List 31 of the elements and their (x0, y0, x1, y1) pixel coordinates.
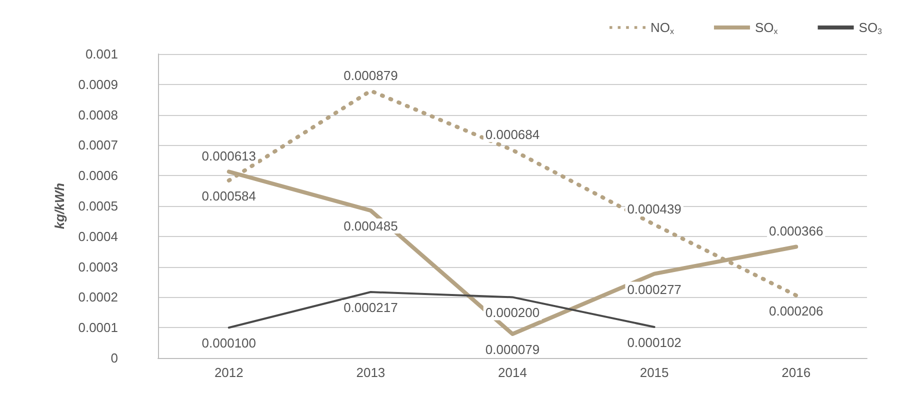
x-tick-label: 2014 (498, 365, 527, 380)
data-label: 0.000584 (202, 188, 256, 204)
data-label: 0.000100 (202, 336, 256, 351)
data-label: 0.000206 (768, 303, 824, 318)
y-tick-label: 0.0001 (78, 320, 118, 336)
y-tick-label: 0.0002 (78, 290, 118, 305)
data-label: 0.000102 (627, 334, 682, 350)
data-label: 0.000217 (344, 300, 398, 316)
data-label: 0.000079 (485, 342, 540, 357)
data-label: 0.000439 (627, 202, 682, 217)
y-tick-label: 0.0009 (78, 76, 118, 92)
y-axis-title: kg/kWh (52, 182, 67, 230)
x-tick-label: 2013 (356, 365, 386, 380)
data-label: 0.000485 (344, 218, 398, 234)
x-tick-label: 2012 (214, 365, 244, 380)
x-tick-label: 2016 (782, 365, 811, 380)
y-tick-label: 0.0004 (78, 228, 118, 244)
y-tick-label: 0.0005 (78, 198, 118, 214)
data-label: 0.000684 (485, 127, 540, 142)
data-label: 0.000277 (627, 282, 682, 297)
y-tick-label: 0.0008 (78, 107, 118, 122)
data-label: 0.000879 (344, 68, 398, 83)
x-tick-label: 2015 (640, 365, 669, 380)
y-tick-label: 0.0003 (78, 259, 118, 274)
data-label: 0.000200 (485, 305, 540, 320)
y-tick-label: 0.001 (85, 46, 118, 62)
y-tick-label: 0.0007 (78, 138, 118, 153)
y-tick-label: 0.0006 (78, 168, 118, 184)
y-tick-label: 0 (110, 350, 118, 366)
data-label: 0.000366 (768, 224, 824, 239)
data-label: 0.000613 (202, 148, 256, 164)
